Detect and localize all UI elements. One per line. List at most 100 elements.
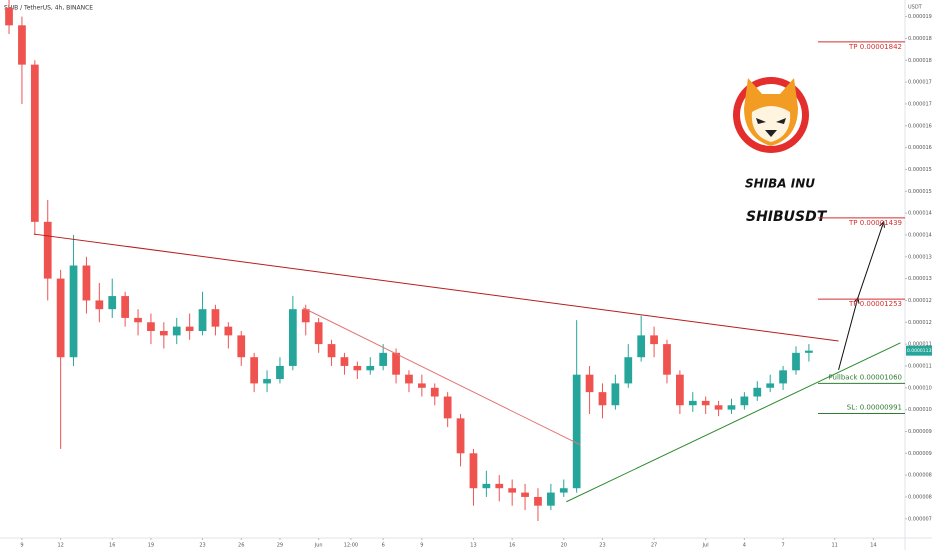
candle-body	[534, 496, 542, 506]
candle-body	[172, 326, 181, 336]
y-tick-label: 0.00000800	[908, 494, 932, 500]
candle-body	[779, 370, 787, 384]
x-tick-label: 12	[57, 543, 63, 549]
candle-body	[521, 492, 529, 497]
candle-body	[727, 405, 736, 410]
candle-body	[18, 25, 26, 65]
y-tick-label: 0.00001900	[908, 14, 932, 20]
y-tick-label: 0.00001850	[908, 36, 932, 42]
candle-body	[82, 265, 91, 301]
price-badge	[906, 345, 932, 356]
candle-body	[301, 309, 310, 323]
logo-nose	[765, 130, 777, 137]
level-label: TP 0.00001253	[848, 300, 902, 308]
level-label: SL: 0.00000991	[847, 404, 902, 412]
y-tick-label: 0.00001000	[908, 407, 932, 413]
candle-body	[69, 265, 78, 358]
candle-body	[43, 221, 52, 279]
x-tick-label: 26	[238, 543, 244, 549]
y-tick-label: 0.00001650	[908, 123, 932, 129]
x-tick-label: 12:00	[344, 543, 358, 549]
trend-line	[302, 307, 581, 446]
y-tick-label: 0.00001700	[908, 101, 932, 107]
candle-body	[198, 309, 207, 332]
candle-body	[159, 331, 168, 336]
y-tick-label: 0.00001750	[908, 80, 932, 86]
candle-body	[366, 365, 375, 371]
candle-body	[469, 453, 478, 489]
candle-body	[327, 344, 336, 358]
candle-body	[147, 322, 155, 332]
candle-body	[559, 488, 568, 493]
candle-body	[276, 365, 284, 380]
candle-body	[714, 405, 723, 410]
candle-body	[392, 352, 400, 375]
x-tick-label: 20	[561, 543, 567, 549]
y-tick-label: 0.00001100	[908, 363, 932, 369]
candle-body	[5, 7, 13, 26]
candle-body	[663, 344, 671, 375]
x-tick-label: 16	[109, 543, 115, 549]
candle-body	[740, 396, 749, 406]
logo-muzzle	[751, 106, 791, 142]
candle-body	[676, 374, 684, 406]
candle-body	[805, 350, 813, 353]
annotation: SHIBUSDT	[746, 209, 828, 225]
logo	[733, 77, 809, 153]
logo-eyes	[756, 118, 786, 124]
candle-body	[211, 309, 220, 327]
candle-body	[650, 335, 658, 345]
level-label: TP 0.00001439	[848, 219, 902, 227]
y-tick-label: 0.00000850	[908, 473, 932, 479]
candle-body	[430, 387, 439, 397]
x-tick-label: 29	[277, 543, 283, 549]
candle-body	[134, 317, 142, 323]
y-tick-label: 0.00001800	[908, 58, 932, 64]
trend-line	[33, 233, 839, 342]
y-tick-label: 0.00001050	[908, 385, 932, 391]
x-tick-label: 23	[599, 543, 605, 549]
candle-body	[585, 374, 594, 393]
candle-body	[753, 387, 762, 397]
annotation: SHIBA INU	[745, 177, 815, 191]
candle-body	[598, 392, 607, 406]
candle-body	[624, 357, 633, 384]
y-tick-label: 0.00000950	[908, 429, 932, 435]
x-tick-label: 9	[420, 543, 423, 549]
candle-body	[108, 296, 117, 310]
candle-body	[95, 300, 104, 310]
x-tick-label: 19	[148, 543, 154, 549]
candle-body	[185, 326, 194, 332]
candle-body	[379, 352, 388, 366]
x-tick-label: 27	[651, 543, 657, 549]
candle-body	[688, 400, 697, 406]
x-tick-label: 16	[509, 543, 515, 549]
trend-line	[566, 342, 901, 503]
x-tick-label: 23	[199, 543, 205, 549]
y-tick-label: 0.00001150	[908, 342, 932, 348]
candle-body	[353, 365, 362, 371]
y-tick-label: 0.00001350	[908, 254, 932, 260]
candle-body	[263, 379, 271, 384]
y-tick-label: 0.00001450	[908, 211, 932, 217]
candle-body	[121, 296, 130, 318]
x-tick-label: Jul	[702, 543, 709, 549]
arrow-head	[879, 220, 885, 228]
x-tick-label: 9	[20, 543, 23, 549]
y-tick-label: 0.00001400	[908, 232, 932, 238]
candle-body	[443, 396, 452, 419]
y-tick-label: 0.00001200	[908, 320, 932, 326]
currency-label: USDT	[908, 5, 923, 11]
candle-body	[637, 335, 646, 358]
chart-title: SHIB / TetherUS, 4h, BINANCE	[4, 5, 93, 12]
price-badge-label: 0.00001135	[907, 348, 932, 354]
candle-body	[417, 383, 426, 388]
candle-body	[56, 278, 65, 358]
candle-body	[572, 374, 581, 489]
candle-body	[792, 352, 800, 371]
y-tick-label: 0.00001550	[908, 167, 932, 173]
level-label: Pullback 0.00001060	[828, 373, 902, 381]
y-tick-label: 0.00001250	[908, 298, 932, 304]
candle-body	[250, 357, 259, 384]
